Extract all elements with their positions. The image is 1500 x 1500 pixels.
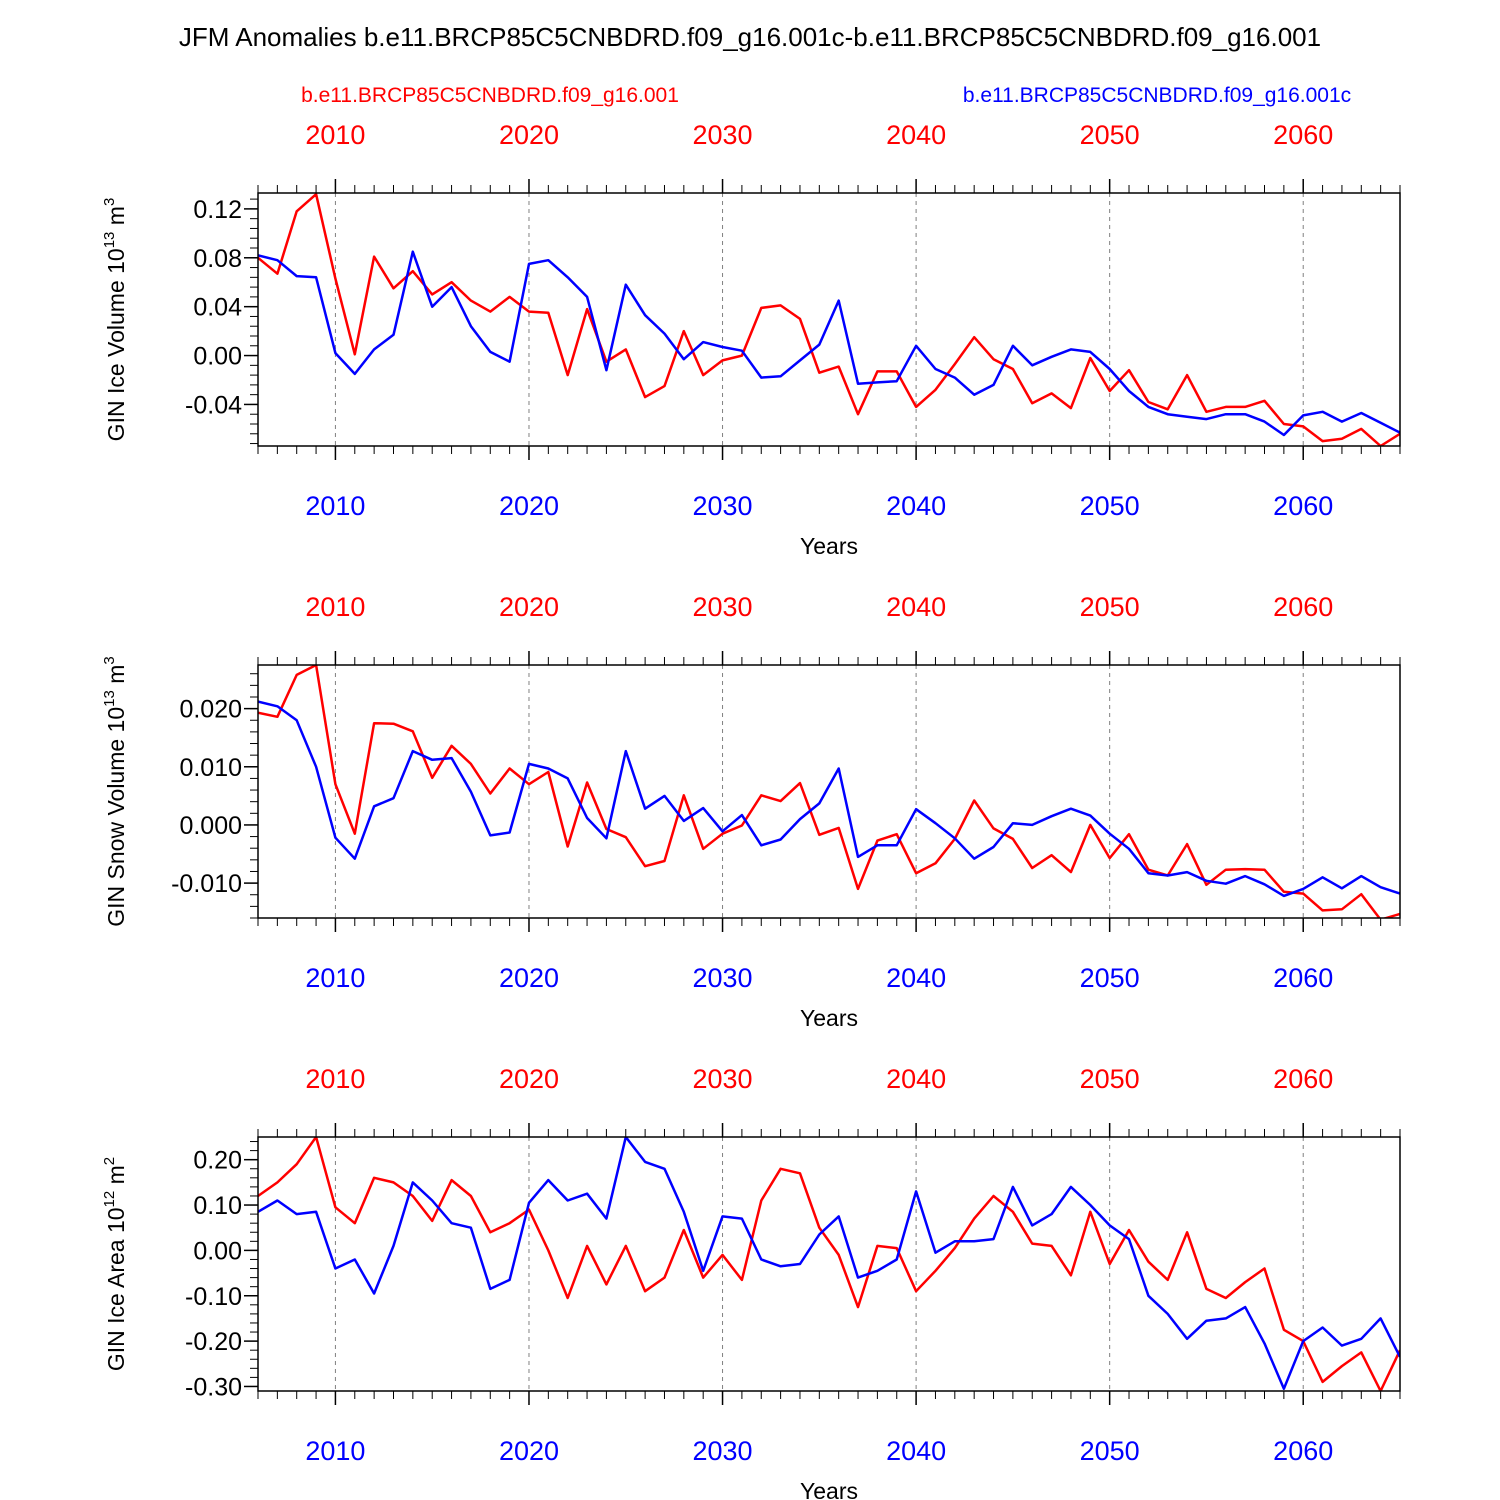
x-tick-label-bottom: 2030: [693, 491, 753, 521]
x-tick-label-bottom: 2030: [693, 1436, 753, 1466]
y-tick-label: -0.30: [185, 1373, 242, 1401]
y-tick-label: 0.00: [193, 343, 242, 371]
x-tick-label-top: 2030: [693, 1064, 753, 1094]
panel-3: 0.20 0.10 0.00 -0.10 -0.20 -0.30 2010 2010 2020 2…: [101, 1064, 1401, 1500]
y-tick-label: 0.04: [193, 294, 242, 322]
x-tick-label-top: 2010: [305, 1064, 365, 1094]
series-line-blue: [258, 700, 1400, 898]
x-tick-label-top: 2020: [499, 592, 559, 622]
main-title: JFM Anomalies b.e11.BRCP85C5CNBDRD.f09_g…: [179, 22, 1321, 52]
series-line-red: [258, 1137, 1400, 1391]
x-tick-label-top: 2020: [499, 1064, 559, 1094]
y-tick-label: 0.010: [179, 754, 242, 782]
y-tick-label: -0.04: [185, 391, 242, 419]
y-tick-label: -0.010: [171, 870, 242, 898]
x-tick-label-bottom: 2020: [499, 1436, 559, 1466]
legend-label-blue: b.e11.BRCP85C5CNBDRD.f09_g16.001c: [963, 84, 1351, 107]
y-tick-label: -0.10: [185, 1283, 242, 1311]
plot-frame: [257, 1136, 1401, 1392]
x-tick-label-top: 2020: [499, 120, 559, 150]
panel-1: 0.12 0.08 0.04 0.00 -0.04 2010 2010 2020 2020 203…: [101, 120, 1401, 559]
x-tick-label-bottom: 2020: [499, 491, 559, 521]
x-tick-label-bottom: 2010: [305, 1436, 365, 1466]
panel-2: 0.020 0.010 0.000 -0.010 2010 2010 2020 2020 203…: [101, 592, 1401, 1031]
x-tick-label-top: 2050: [1080, 1064, 1140, 1094]
y-axis-title: GIN Snow Volume 1013 m3: [101, 656, 129, 927]
y-tick-label: 0.12: [193, 196, 242, 224]
plot-frame: [257, 664, 1401, 919]
x-tick-label-top: 2040: [886, 592, 946, 622]
y-tick-label: 0.20: [193, 1147, 242, 1175]
x-tick-label-top: 2040: [886, 1064, 946, 1094]
x-tick-label-top: 2060: [1273, 120, 1333, 150]
x-tick-label-top: 2060: [1273, 1064, 1333, 1094]
x-axis-title: Years: [800, 1005, 858, 1031]
x-axis-title: Years: [800, 1478, 858, 1500]
x-tick-label-bottom: 2040: [886, 963, 946, 993]
y-tick-label: 0.020: [179, 696, 242, 724]
x-tick-label-top: 2060: [1273, 592, 1333, 622]
series-line-blue: [258, 1137, 1400, 1390]
x-tick-label-bottom: 2050: [1080, 963, 1140, 993]
x-axis-title: Years: [800, 533, 858, 559]
x-tick-label-bottom: 2020: [499, 963, 559, 993]
x-tick-label-top: 2050: [1080, 592, 1140, 622]
y-tick-label: 0.000: [179, 812, 242, 840]
x-tick-label-bottom: 2040: [886, 1436, 946, 1466]
x-tick-label-bottom: 2050: [1080, 491, 1140, 521]
x-tick-label-top: 2010: [305, 120, 365, 150]
x-tick-label-bottom: 2050: [1080, 1436, 1140, 1466]
series-line-red: [258, 193, 1400, 446]
x-tick-label-bottom: 2060: [1273, 963, 1333, 993]
x-tick-label-bottom: 2010: [305, 491, 365, 521]
x-tick-label-bottom: 2040: [886, 491, 946, 521]
x-tick-label-bottom: 2030: [693, 963, 753, 993]
y-tick-label: 0.10: [193, 1192, 242, 1220]
y-tick-label: -0.20: [185, 1328, 242, 1356]
y-tick-label: 0.08: [193, 245, 242, 273]
x-tick-label-bottom: 2010: [305, 963, 365, 993]
x-tick-label-top: 2030: [693, 120, 753, 150]
y-axis-title: GIN Ice Volume 1013 m3: [101, 198, 129, 442]
x-tick-label-top: 2040: [886, 120, 946, 150]
legend-label-red: b.e11.BRCP85C5CNBDRD.f09_g16.001: [301, 84, 679, 107]
series-line-blue: [258, 250, 1400, 437]
x-tick-label-bottom: 2060: [1273, 1436, 1333, 1466]
plot-frame: [257, 192, 1401, 447]
x-tick-label-top: 2010: [305, 592, 365, 622]
x-tick-label-top: 2030: [693, 592, 753, 622]
y-axis-title: GIN Ice Area 1012 m2: [101, 1157, 129, 1371]
x-tick-label-bottom: 2060: [1273, 491, 1333, 521]
y-tick-label: 0.00: [193, 1237, 242, 1265]
x-tick-label-top: 2050: [1080, 120, 1140, 150]
